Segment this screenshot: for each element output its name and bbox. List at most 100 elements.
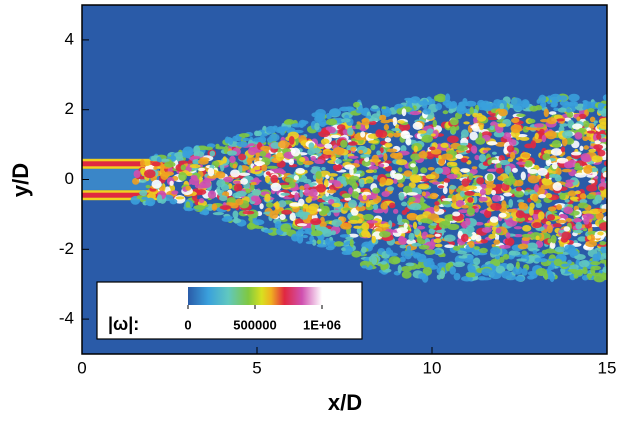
vorticity-blob: [406, 245, 412, 252]
vorticity-blob: [320, 138, 330, 145]
vorticity-blob: [482, 149, 489, 154]
vorticity-blob: [578, 260, 590, 268]
vorticity-blob: [396, 214, 403, 223]
y-axis-label: y/D: [8, 163, 33, 197]
vorticity-blob: [147, 192, 156, 200]
vorticity-blob: [534, 257, 543, 263]
vorticity-blob: [238, 172, 251, 177]
vorticity-blob: [480, 100, 491, 110]
vorticity-blob: [498, 108, 508, 117]
vorticity-blob: [330, 134, 341, 139]
vorticity-blob: [610, 239, 616, 246]
vorticity-blob: [442, 186, 448, 195]
vorticity-blob: [353, 225, 362, 229]
vorticity-blob: [422, 108, 432, 115]
vorticity-blob: [609, 228, 618, 233]
vorticity-blob: [513, 179, 524, 187]
vorticity-blob: [397, 167, 403, 173]
vorticity-blob: [556, 157, 569, 164]
vorticity-blob: [475, 137, 486, 145]
vorticity-blob: [260, 145, 271, 151]
vorticity-blob: [512, 266, 523, 275]
vorticity-blob: [417, 225, 426, 230]
vorticity-blob: [323, 178, 329, 188]
vorticity-blob: [495, 167, 504, 174]
vorticity-blob: [223, 176, 234, 183]
vorticity-blob: [440, 200, 451, 205]
vorticity-blob: [385, 247, 392, 255]
vorticity-blob: [535, 235, 540, 241]
vorticity-blob: [577, 269, 583, 277]
vorticity-blob: [415, 264, 422, 270]
vorticity-blob: [590, 167, 599, 173]
vorticity-blob: [574, 172, 587, 178]
vorticity-blob: [252, 219, 265, 226]
vorticity-blob: [423, 259, 432, 268]
vorticity-blob: [403, 222, 408, 229]
vorticity-blob: [478, 196, 488, 202]
vorticity-blob: [589, 179, 595, 184]
vorticity-blob: [180, 164, 187, 171]
vorticity-blob: [215, 143, 220, 148]
vorticity-blob: [510, 189, 516, 194]
vorticity-blob: [400, 145, 407, 153]
vorticity-blob: [421, 191, 427, 197]
vorticity-blob: [479, 124, 484, 131]
vorticity-blob: [587, 108, 595, 113]
vorticity-blob: [499, 244, 511, 249]
vorticity-blob: [280, 223, 292, 233]
vorticity-blob: [573, 166, 584, 171]
vorticity-blob: [503, 177, 516, 186]
vorticity-blob: [371, 154, 379, 164]
vorticity-blob: [486, 173, 494, 182]
vorticity-blob: [365, 179, 373, 184]
vorticity-blob: [386, 148, 398, 153]
vorticity-blob: [139, 190, 148, 197]
vorticity-blob: [548, 111, 557, 115]
vorticity-blob: [272, 125, 278, 130]
vorticity-blob: [527, 127, 538, 131]
vorticity-blob: [424, 249, 436, 255]
vorticity-blob: [611, 168, 616, 172]
vorticity-blob: [204, 146, 213, 151]
vorticity-blob: [413, 253, 419, 259]
vorticity-blob: [462, 98, 468, 104]
vorticity-blob: [606, 154, 607, 156]
vorticity-blob: [413, 145, 418, 153]
vorticity-blob: [372, 203, 379, 210]
vorticity-blob: [341, 250, 351, 255]
vorticity-blob: [330, 230, 337, 236]
vorticity-blob: [211, 203, 218, 211]
vorticity-blob: [602, 94, 607, 101]
vorticity-blob: [430, 148, 442, 155]
vorticity-blob: [506, 263, 515, 272]
vorticity-blob: [539, 128, 545, 134]
vorticity-blob: [133, 169, 141, 179]
vorticity-blob: [299, 157, 306, 163]
vorticity-blob: [503, 253, 510, 260]
vorticity-blob: [232, 210, 239, 219]
vorticity-blob: [412, 165, 419, 175]
vorticity-blob: [456, 145, 468, 152]
vorticity-blob: [440, 166, 451, 175]
vorticity-blob: [472, 112, 479, 118]
vorticity-blob: [409, 203, 422, 211]
vorticity-blob: [393, 153, 403, 160]
vorticity-blob: [527, 271, 536, 276]
vorticity-blob: [433, 238, 442, 244]
vorticity-blob: [601, 253, 607, 257]
vorticity-blob: [574, 190, 581, 195]
vorticity-blob: [570, 151, 582, 156]
vorticity-blob: [527, 118, 536, 124]
vorticity-blob: [197, 159, 209, 165]
vorticity-blob: [305, 196, 312, 204]
vorticity-blob: [499, 256, 505, 263]
vorticity-blob: [442, 110, 449, 115]
vorticity-blob: [434, 201, 440, 206]
vorticity-blob: [452, 211, 461, 217]
colorbar-label: |ω|:: [108, 314, 139, 334]
vorticity-blob: [207, 167, 215, 177]
vorticity-blob: [288, 158, 295, 166]
vorticity-blob: [465, 185, 478, 190]
vorticity-blob: [368, 120, 377, 125]
